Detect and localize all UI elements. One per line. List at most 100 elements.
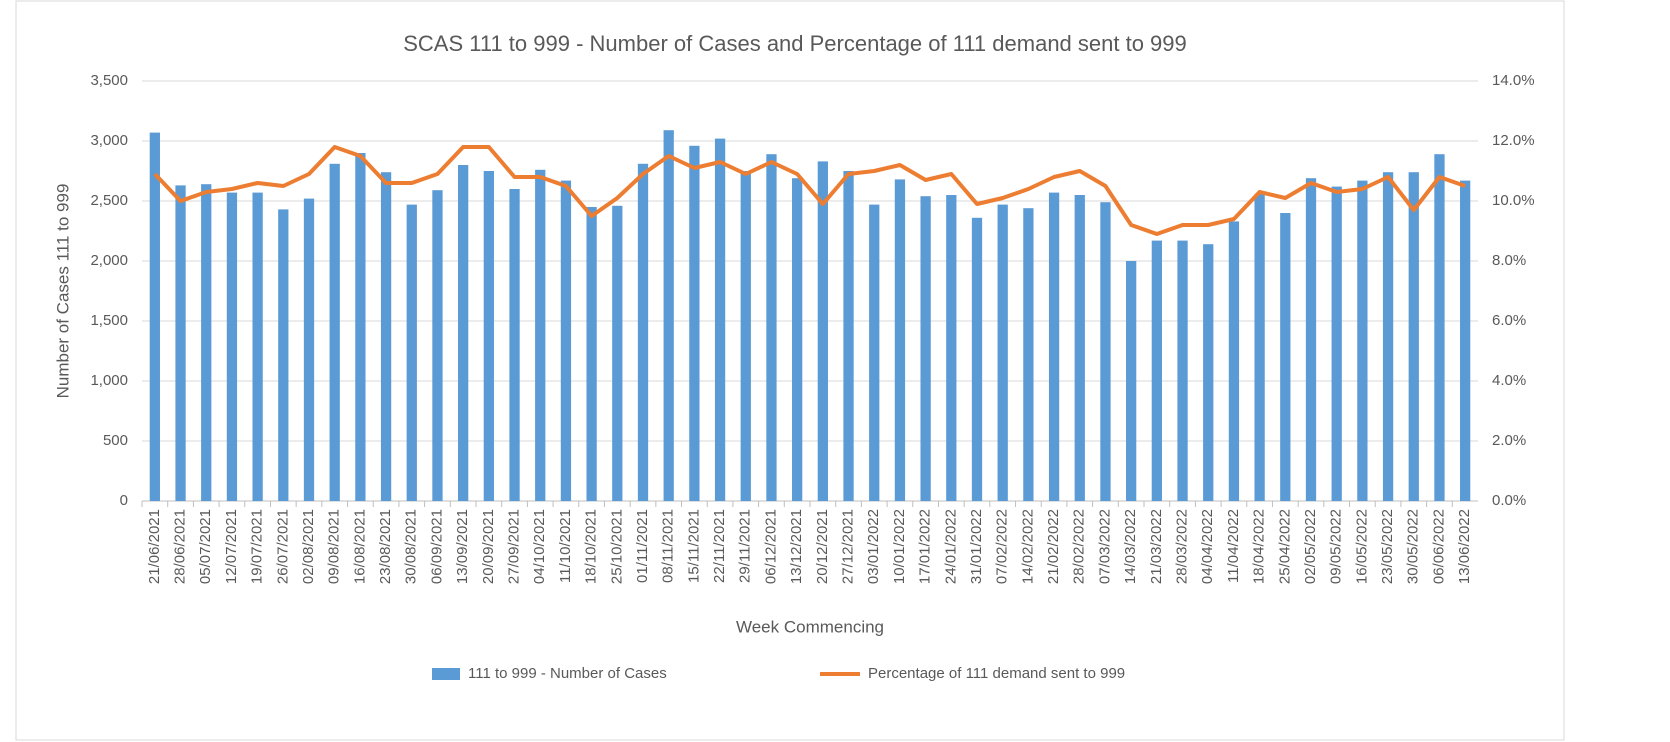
x-tick-label: 19/07/2021	[249, 509, 266, 584]
legend-label: Percentage of 111 demand sent to 999	[868, 665, 1125, 682]
y-tick-label: 1,000	[90, 372, 128, 389]
x-tick-label: 24/01/2022	[942, 509, 959, 584]
x-tick-label: 25/10/2021	[608, 509, 625, 584]
x-tick-label: 20/09/2021	[480, 509, 497, 584]
bar	[535, 169, 546, 502]
x-tick-label: 04/04/2022	[1199, 509, 1216, 584]
x-tick-label: 23/05/2022	[1379, 509, 1396, 584]
bar	[920, 196, 931, 501]
bar	[689, 145, 700, 502]
x-tick-label: 08/11/2021	[660, 509, 677, 583]
x-tick-label: 04/10/2021	[531, 509, 548, 584]
x-tick-label: 27/12/2021	[840, 509, 857, 584]
x-tick-label: 31/01/2022	[968, 509, 985, 584]
x-tick-label: 03/01/2022	[865, 509, 882, 584]
y2-tick-label: 14.0%	[1492, 72, 1535, 89]
x-tick-label: 05/07/2021	[197, 509, 214, 584]
x-tick-label: 07/02/2022	[994, 509, 1011, 584]
x-tick-label: 07/03/2022	[1096, 509, 1113, 584]
x-tick-label: 29/11/2021	[737, 509, 754, 583]
x-tick-label: 06/06/2022	[1430, 509, 1447, 584]
y2-tick-label: 0.0%	[1492, 492, 1526, 509]
x-tick-label: 28/03/2022	[1174, 509, 1191, 584]
bar	[894, 179, 906, 501]
bar	[1382, 172, 1394, 501]
bar	[175, 185, 186, 501]
bar	[869, 204, 880, 501]
bar	[1151, 240, 1162, 501]
x-tick-label: 09/05/2022	[1328, 509, 1345, 584]
x-tick-label: 15/11/2021	[685, 509, 702, 583]
bar	[278, 209, 289, 501]
bar	[406, 204, 417, 501]
bar	[226, 192, 238, 501]
bar	[380, 172, 392, 501]
bar	[201, 184, 212, 501]
bar	[1203, 244, 1214, 501]
x-tick-label: 12/07/2021	[223, 509, 240, 584]
y-axis-title: Number of Cases 111 to 999	[53, 184, 72, 399]
bar	[560, 180, 572, 501]
x-tick-label: 06/12/2021	[762, 509, 779, 584]
x-tick-label: 22/11/2021	[711, 509, 728, 583]
bar	[766, 154, 777, 501]
bar	[252, 192, 263, 501]
x-tick-label: 30/08/2021	[403, 509, 420, 584]
bar	[432, 190, 443, 501]
bar	[997, 204, 1008, 501]
x-tick-label: 02/05/2022	[1302, 509, 1319, 584]
x-tick-label: 23/08/2021	[377, 509, 394, 584]
y-tick-label: 0	[120, 492, 128, 509]
bar	[1126, 261, 1137, 501]
bar	[303, 198, 315, 501]
bar	[971, 217, 983, 502]
y-tick-label: 2,000	[90, 252, 128, 269]
chart-title: SCAS 111 to 999 - Number of Cases and Pe…	[403, 31, 1187, 56]
bar	[1177, 240, 1188, 501]
bar	[1048, 192, 1060, 501]
x-tick-label: 02/08/2021	[300, 509, 317, 584]
y-tick-label: 3,500	[90, 72, 128, 89]
x-tick-label: 28/06/2021	[172, 509, 189, 584]
y-tick-label: 2,500	[90, 192, 128, 209]
x-tick-label: 16/05/2022	[1353, 509, 1370, 584]
x-tick-label: 21/03/2022	[1148, 509, 1165, 584]
bar	[714, 138, 726, 501]
x-tick-label: 21/02/2022	[1045, 509, 1062, 584]
bar	[483, 171, 494, 501]
y-tick-label: 1,500	[90, 312, 128, 329]
y2-tick-label: 4.0%	[1492, 372, 1526, 389]
y-tick-label: 3,000	[90, 132, 128, 149]
x-tick-label: 27/09/2021	[506, 509, 523, 584]
bar	[1305, 178, 1317, 501]
bar	[458, 165, 469, 501]
x-tick-label: 28/02/2022	[1071, 509, 1088, 584]
bar	[1280, 213, 1291, 501]
x-tick-label: 25/04/2022	[1276, 509, 1293, 584]
bar	[1074, 195, 1085, 501]
bar	[149, 132, 160, 501]
y2-tick-label: 2.0%	[1492, 432, 1526, 449]
x-tick-label: 16/08/2021	[351, 509, 368, 584]
legend-label: 111 to 999 - Number of Cases	[468, 665, 667, 682]
bar	[1254, 193, 1265, 502]
bar	[329, 163, 340, 502]
bar	[946, 195, 957, 501]
x-tick-label: 30/05/2022	[1405, 509, 1422, 584]
legend-swatch	[432, 668, 460, 680]
bar	[1331, 186, 1342, 501]
bar	[1100, 202, 1111, 501]
bar	[663, 130, 674, 501]
x-tick-label: 26/07/2021	[274, 509, 291, 584]
y-tick-label: 500	[103, 432, 128, 449]
x-tick-label: 06/09/2021	[428, 509, 445, 584]
bar	[1228, 221, 1240, 501]
bar	[1408, 172, 1419, 501]
bar	[843, 171, 854, 501]
bar	[817, 161, 828, 501]
x-tick-label: 18/10/2021	[583, 509, 600, 584]
bar	[1357, 180, 1368, 501]
x-axis-title: Week Commencing	[736, 617, 884, 636]
y2-tick-label: 8.0%	[1492, 252, 1526, 269]
bar	[586, 207, 597, 501]
